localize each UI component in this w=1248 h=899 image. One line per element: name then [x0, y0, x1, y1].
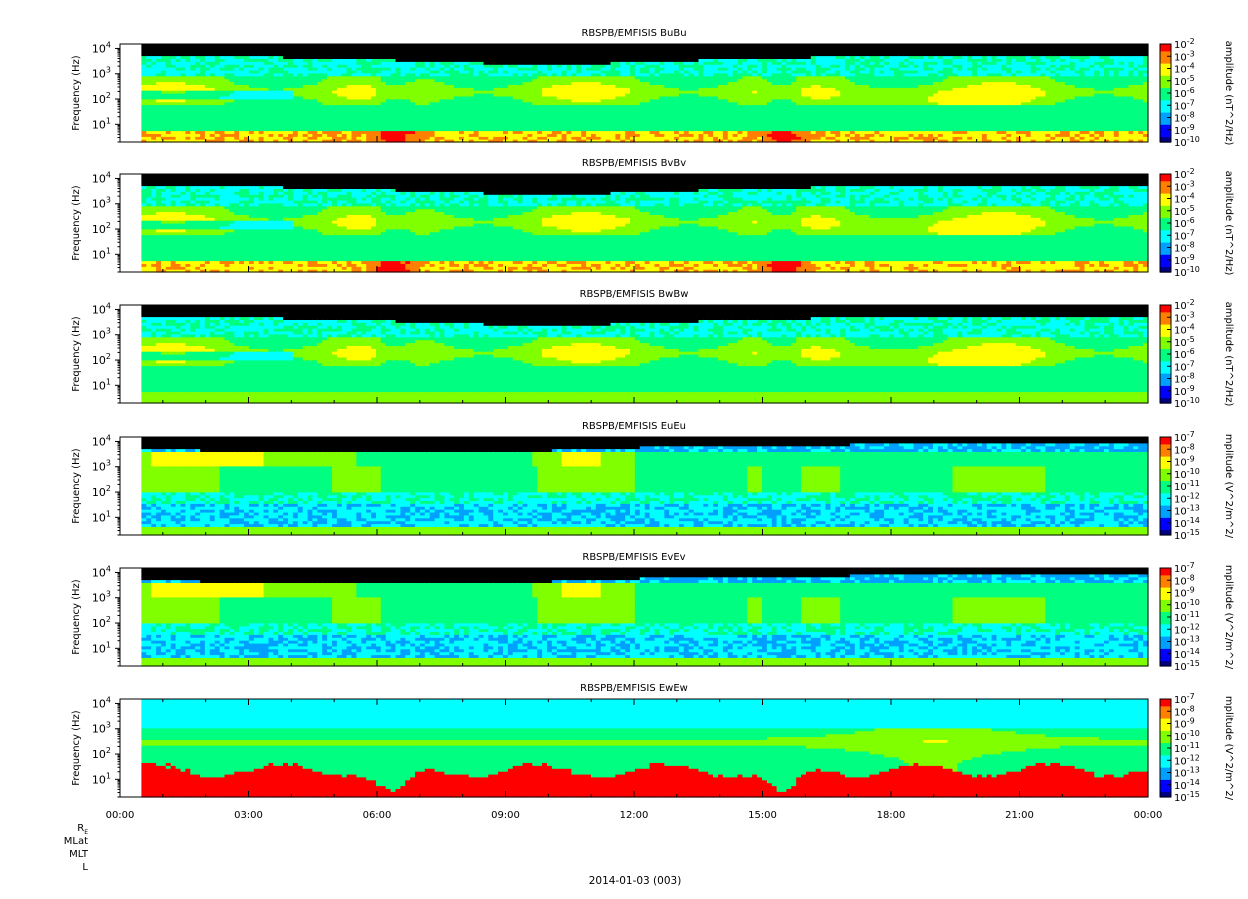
spectrogram-cell: [283, 44, 289, 48]
spectrogram-cell: [381, 44, 387, 48]
spectrogram-cell: [361, 44, 367, 48]
spectrogram-cell: [435, 44, 441, 48]
spectrogram-cell: [249, 44, 255, 48]
spectrogram-cell: [181, 44, 187, 48]
spectrogram-cell: [220, 44, 226, 48]
spectrogram-cell: [493, 44, 499, 48]
spectrogram-cell: [454, 44, 460, 48]
spectrogram-cell: [430, 44, 436, 48]
spectrogram-cell: [210, 44, 216, 48]
spectrogram-cell: [342, 44, 348, 48]
spectrogram-cell: [469, 44, 475, 48]
spectrogram-cell: [327, 44, 333, 48]
spectrogram-cell: [410, 44, 416, 48]
spectrogram-cell: [366, 44, 372, 48]
spectrogram-cell: [185, 44, 191, 48]
spectrogram-cell: [259, 44, 265, 48]
spectrogram-cell: [347, 44, 353, 48]
spectrogram-cell: [171, 44, 177, 48]
spectrogram-cell: [166, 44, 172, 48]
spectrogram-cell: [386, 44, 392, 48]
spectrogram-cell: [303, 44, 309, 48]
spectrogram-cells: [141, 44, 1148, 143]
spectrogram-cell: [234, 44, 240, 48]
spectrogram-cell: [195, 44, 201, 48]
spectrogram-cell: [391, 44, 397, 48]
spectrogram-cell: [146, 44, 152, 48]
spectrogram-cell: [151, 44, 157, 48]
spectrogram-cell: [273, 44, 279, 48]
spectrogram-cell: [449, 44, 455, 48]
spectrogram-cell: [371, 44, 377, 48]
spectrogram-cell: [239, 44, 245, 48]
spectrogram-cell: [269, 44, 275, 48]
spectrogram-cell: [254, 44, 259, 48]
spectrogram-cell: [308, 44, 314, 48]
spectrogram-cell: [156, 44, 162, 48]
spectrogram-cell: [332, 44, 338, 48]
spectrogram-cell: [322, 44, 328, 48]
spectrogram-cell: [405, 44, 411, 48]
spectrogram-cell: [278, 44, 284, 48]
spectrogram-cell: [190, 44, 196, 48]
panel-title: RBSPB/EMFISIS BuBu: [581, 28, 686, 39]
spectrogram-cell: [425, 44, 431, 48]
spectrogram-cell: [356, 44, 362, 48]
spectrogram-cell: [293, 44, 299, 48]
spectrogram-cell: [488, 44, 494, 48]
spectrogram-cell: [288, 44, 294, 48]
spectrogram-panel: RBSPB/EMFISIS BuBu101102103104Frequency …: [71, 28, 1234, 149]
spectrogram-cell: [229, 44, 235, 48]
spectrogram-cell: [264, 44, 270, 48]
spectrogram-cell: [474, 44, 480, 48]
spectrogram-cell: [464, 44, 470, 48]
spectrogram-cell: [161, 44, 167, 48]
spectrogram-cell: [484, 44, 490, 48]
spectrogram-cell: [337, 44, 343, 48]
spectrogram-cell: [225, 44, 231, 48]
spectrogram-cell: [200, 44, 206, 48]
spectrogram-cell: [141, 44, 147, 48]
spectrogram-cell: [396, 44, 402, 48]
spectrogram-cell: [312, 44, 318, 48]
spectrogram-cell: [352, 44, 358, 48]
spectrogram-cell: [440, 44, 446, 48]
spectrogram-cell: [215, 44, 221, 48]
spectrogram-cell: [420, 44, 426, 48]
spectrogram-cell: [444, 44, 450, 48]
spectrogram-cell: [479, 44, 485, 48]
spectrogram-cell: [400, 44, 406, 48]
spectrogram-cell: [459, 44, 465, 48]
spectrogram-cell: [176, 44, 182, 48]
spectrogram-cell: [298, 44, 304, 48]
spectrogram-panels: RBSPB/EMFISIS BuBu101102103104Frequency …: [71, 28, 1234, 804]
spectrogram-cell: [317, 44, 323, 48]
